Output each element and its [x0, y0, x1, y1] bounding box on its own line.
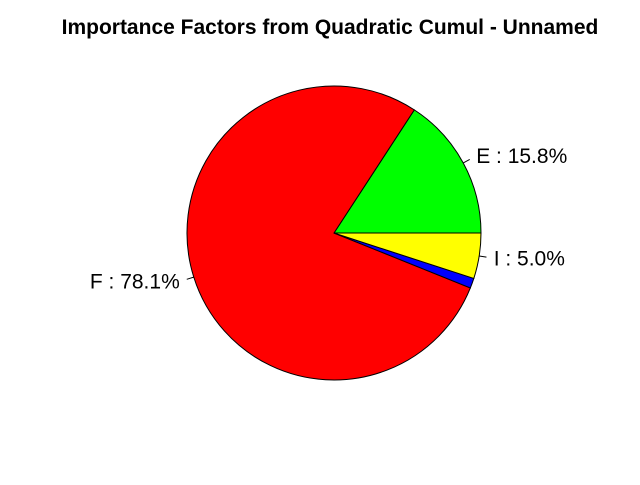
pie-label-tick-e: [463, 159, 470, 164]
pie-label-tick-i: [479, 255, 487, 258]
pie-slice-i: [333, 232, 482, 280]
pie-label-f: F : 78.1%: [90, 271, 180, 294]
pie-label-tick-f: [186, 276, 194, 280]
chart-title: Importance Factors from Quadratic Cumul …: [61, 16, 599, 39]
pie-slice-e: [333, 109, 482, 234]
pie-label-i: I : 5.0%: [494, 247, 565, 270]
pie-label-e: E : 15.8%: [476, 145, 567, 168]
pie-slice-f: [186, 85, 471, 381]
